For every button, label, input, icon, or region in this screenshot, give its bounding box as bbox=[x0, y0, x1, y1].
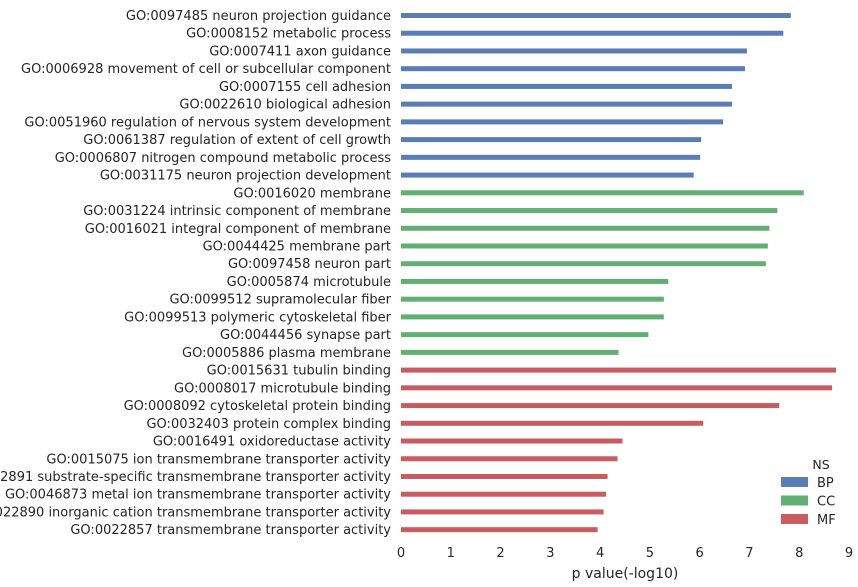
legend-label-mf: MF bbox=[817, 513, 836, 528]
category-label: GO:0016491 oxidoreductase activity bbox=[153, 435, 391, 450]
bar bbox=[401, 349, 619, 355]
x-tick-label: 7 bbox=[745, 546, 753, 561]
legend-swatch-cc bbox=[781, 495, 808, 506]
bar bbox=[401, 243, 768, 249]
legend-swatch-mf bbox=[781, 514, 808, 524]
bar bbox=[401, 137, 702, 143]
category-label: GO:0044425 membrane part bbox=[203, 239, 391, 254]
category-label: GO:0031224 intrinsic component of membra… bbox=[83, 204, 391, 219]
x-tick-label: 8 bbox=[795, 546, 803, 561]
bar bbox=[401, 456, 618, 462]
category-label: GO:0008092 cytoskeletal protein binding bbox=[124, 399, 391, 414]
category-label: GO:0097458 neuron part bbox=[228, 257, 391, 272]
x-axis-label: p value(-log10) bbox=[572, 566, 679, 582]
category-label: GO:0099512 supramolecular fiber bbox=[169, 293, 391, 308]
category-label: GO:0008152 metabolic process bbox=[186, 27, 391, 42]
bars-group bbox=[401, 13, 837, 533]
category-label: GO:0022891 substrate-specific transmembr… bbox=[0, 470, 391, 485]
category-label: GO:0061387 regulation of extent of cell … bbox=[83, 133, 391, 148]
category-label: GO:0015631 tubulin binding bbox=[207, 364, 391, 379]
bar bbox=[401, 420, 704, 426]
bar bbox=[401, 278, 669, 284]
bar bbox=[401, 261, 766, 267]
bar bbox=[401, 48, 747, 54]
bar bbox=[401, 13, 791, 18]
category-label: GO:0051960 regulation of nervous system … bbox=[24, 115, 391, 130]
legend-label-cc: CC bbox=[817, 495, 835, 510]
bar bbox=[401, 438, 623, 444]
bar bbox=[401, 509, 604, 515]
category-label: GO:0007155 cell adhesion bbox=[219, 80, 391, 95]
bar bbox=[401, 190, 804, 196]
x-tick-label: 1 bbox=[447, 546, 455, 561]
bar bbox=[401, 225, 770, 231]
bar bbox=[401, 296, 664, 302]
bar bbox=[401, 172, 694, 178]
bar bbox=[401, 119, 724, 125]
x-tick-label: 2 bbox=[496, 546, 504, 561]
x-axis-ticks-group: 0 1 2 3 4 5 6 7 8 9 bbox=[397, 546, 853, 561]
bar bbox=[401, 527, 598, 533]
category-label: GO:0016021 integral component of membran… bbox=[85, 222, 391, 237]
category-label: GO:0022890 inorganic cation transmembran… bbox=[0, 505, 391, 520]
x-tick-label: 9 bbox=[845, 546, 853, 561]
category-label: GO:0008017 microtubule binding bbox=[174, 381, 391, 396]
category-label: GO:0016020 membrane bbox=[233, 186, 391, 201]
bar bbox=[401, 473, 608, 479]
category-label: GO:0099513 polymeric cytoskeletal fiber bbox=[124, 310, 391, 325]
category-label: GO:0015075 ion transmembrane transporter… bbox=[46, 452, 391, 467]
bar bbox=[401, 314, 664, 320]
category-label: GO:0031175 neuron projection development bbox=[100, 169, 391, 184]
category-label: GO:0007411 axon guidance bbox=[209, 44, 391, 59]
bar bbox=[401, 101, 733, 107]
bar bbox=[401, 208, 778, 214]
bar bbox=[401, 403, 780, 409]
bar bbox=[401, 491, 607, 497]
x-tick-label: 3 bbox=[546, 546, 554, 561]
legend-swatch-bp bbox=[781, 477, 808, 487]
category-label: GO:0006928 movement of cell or subcellul… bbox=[21, 62, 391, 77]
legend-title: NS bbox=[812, 457, 829, 472]
category-label: GO:0032403 protein complex binding bbox=[146, 417, 391, 432]
category-label: GO:0022610 biological adhesion bbox=[179, 98, 391, 113]
category-label: GO:0022857 transmembrane transporter act… bbox=[70, 523, 391, 538]
bar bbox=[401, 83, 733, 89]
category-label: GO:0005874 microtubule bbox=[227, 275, 391, 290]
bar bbox=[401, 154, 701, 160]
x-tick-label: 0 bbox=[397, 546, 405, 561]
bar bbox=[401, 66, 745, 72]
category-label: GO:0046873 metal ion transmembrane trans… bbox=[5, 488, 391, 503]
legend-label-bp: BP bbox=[817, 476, 834, 491]
category-labels-group: GO:0097485 neuron projection guidance GO:… bbox=[0, 9, 392, 538]
category-label: GO:0006807 nitrogen compound metabolic p… bbox=[55, 151, 392, 166]
bar bbox=[401, 385, 833, 391]
x-tick-label: 5 bbox=[646, 546, 654, 561]
bar bbox=[401, 332, 649, 338]
category-label: GO:0005886 plasma membrane bbox=[182, 346, 391, 361]
category-label: GO:0097485 neuron projection guidance bbox=[126, 9, 391, 24]
x-tick-label: 4 bbox=[596, 546, 604, 561]
category-label: GO:0044456 synapse part bbox=[220, 328, 391, 343]
x-tick-label: 6 bbox=[696, 546, 704, 561]
bar bbox=[401, 30, 784, 36]
bar bbox=[401, 367, 837, 373]
legend: NS BP CC MF bbox=[781, 457, 836, 528]
